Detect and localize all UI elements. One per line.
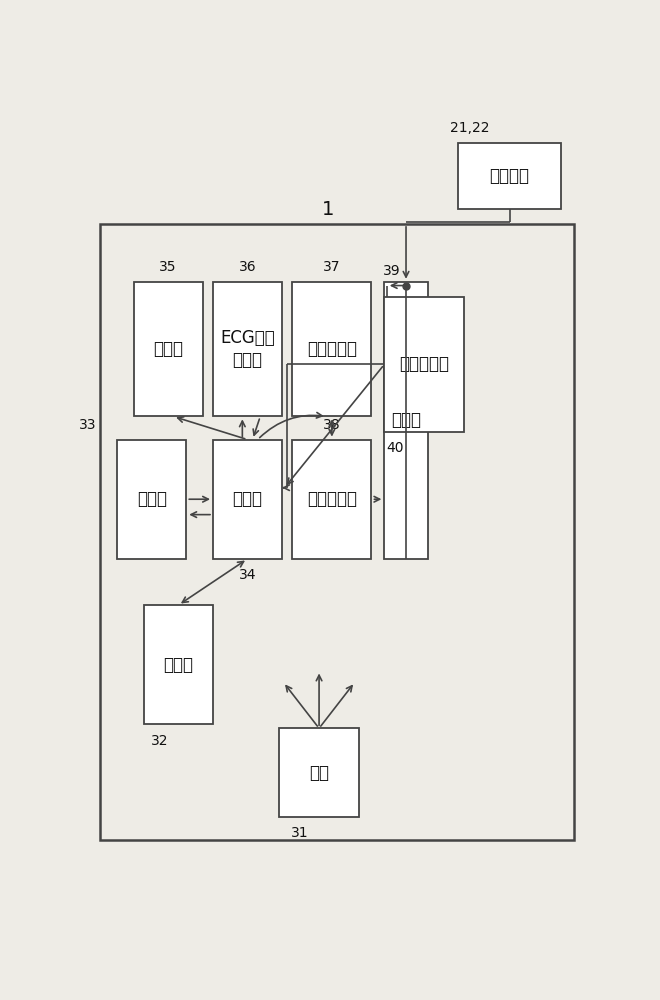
Bar bbox=[133, 282, 203, 416]
Text: 高压生成器: 高压生成器 bbox=[307, 340, 357, 358]
Text: 电极辟垫: 电极辟垫 bbox=[490, 167, 529, 185]
Text: 33: 33 bbox=[79, 418, 97, 432]
Bar bbox=[292, 282, 372, 416]
Text: 操作部: 操作部 bbox=[137, 490, 167, 508]
Bar bbox=[144, 605, 213, 724]
Text: 38: 38 bbox=[323, 418, 341, 432]
Text: 31: 31 bbox=[291, 826, 309, 840]
Text: 1: 1 bbox=[322, 200, 334, 219]
Text: 37: 37 bbox=[323, 260, 341, 274]
Bar bbox=[384, 282, 428, 559]
Bar bbox=[117, 440, 186, 559]
Text: 39: 39 bbox=[383, 264, 401, 278]
Bar bbox=[279, 728, 359, 817]
Text: 控制器: 控制器 bbox=[232, 490, 263, 508]
Bar bbox=[213, 282, 282, 416]
Text: 36: 36 bbox=[239, 260, 256, 274]
Text: 40: 40 bbox=[386, 441, 403, 455]
Text: ECG信号
放大器: ECG信号 放大器 bbox=[220, 329, 275, 369]
Text: 32: 32 bbox=[150, 734, 168, 748]
Bar bbox=[292, 440, 372, 559]
Text: 连接器: 连接器 bbox=[391, 411, 421, 429]
Text: 通知部: 通知部 bbox=[153, 340, 183, 358]
Text: 电源: 电源 bbox=[309, 764, 329, 782]
Text: 35: 35 bbox=[160, 260, 177, 274]
Bar bbox=[100, 224, 574, 840]
Text: 21,22: 21,22 bbox=[449, 121, 489, 135]
Text: 34: 34 bbox=[239, 568, 256, 582]
Bar bbox=[459, 143, 561, 209]
Text: 高压电容器: 高压电容器 bbox=[307, 490, 357, 508]
Bar bbox=[384, 297, 463, 432]
Text: 存储部: 存储部 bbox=[164, 656, 193, 674]
Text: 阻抗检测部: 阻抗检测部 bbox=[399, 355, 449, 373]
Bar bbox=[213, 440, 282, 559]
